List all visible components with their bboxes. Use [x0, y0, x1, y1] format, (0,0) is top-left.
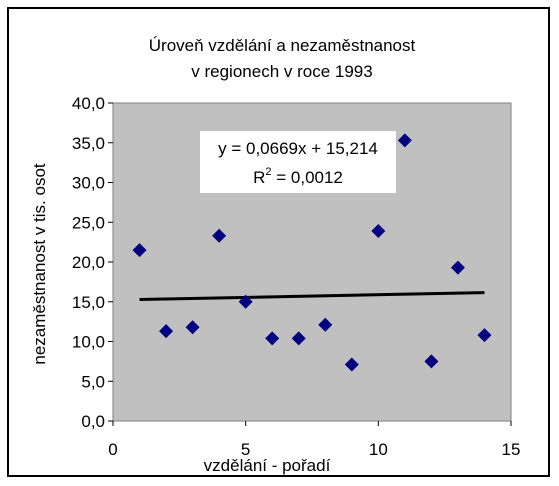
data-point: [424, 354, 439, 369]
data-point: [132, 243, 147, 258]
trendline: [139, 291, 485, 302]
y-tick-label: 30,0: [72, 174, 105, 193]
y-tick-label: 35,0: [72, 134, 105, 153]
data-point: [397, 133, 412, 148]
chart-title-line-2: v regionech v roce 1993: [191, 62, 372, 81]
x-tick-label: 10: [369, 440, 388, 459]
data-point: [159, 324, 174, 339]
x-tick-label: 5: [241, 440, 250, 459]
data-point: [450, 260, 465, 275]
x-tick-label: 15: [502, 440, 521, 459]
data-point: [477, 328, 492, 343]
y-tick-label: 40,0: [72, 94, 105, 113]
data-point: [212, 228, 227, 243]
r2-prefix: R: [253, 168, 265, 187]
chart-title-line-1: Úroveň vzdělání a nezaměstnanost: [149, 36, 416, 55]
y-tick-label: 15,0: [72, 293, 105, 312]
r2-superscript: 2: [265, 166, 271, 178]
data-point: [185, 320, 200, 335]
scatter-chart: Úroveň vzdělání a nezaměstnanost v regio…: [30, 36, 520, 475]
trendline-r-squared: R2 = 0,0012: [253, 166, 343, 187]
x-axis-label: vzdělání - pořadí: [204, 456, 331, 475]
data-point: [291, 331, 306, 346]
data-point: [318, 317, 333, 332]
x-tick-label: 0: [108, 440, 117, 459]
data-point: [344, 357, 359, 372]
y-tick-label: 5,0: [81, 372, 105, 391]
data-point: [265, 331, 280, 346]
y-tick-label: 20,0: [72, 253, 105, 272]
y-tick-label: 0,0: [81, 412, 105, 431]
trendline-equation: y = 0,0669x + 15,214: [218, 139, 378, 158]
data-point: [238, 294, 253, 309]
r2-value: = 0,0012: [272, 168, 343, 187]
y-tick-label: 25,0: [72, 213, 105, 232]
y-axis-label: nezaměstnanost v tis. osot: [30, 163, 49, 365]
x-axis-ticks: 0 5 10 15: [108, 421, 520, 459]
data-points: [132, 133, 492, 372]
y-tick-label: 10,0: [72, 333, 105, 352]
chart-frame: Úroveň vzdělání a nezaměstnanost v regio…: [7, 7, 550, 477]
equation-box: [200, 131, 396, 193]
y-axis-ticks: 0,0 5,0 10,0 15,0 20,0 25,0 30,0 35,0 40,0: [72, 94, 113, 431]
data-point: [371, 223, 386, 238]
